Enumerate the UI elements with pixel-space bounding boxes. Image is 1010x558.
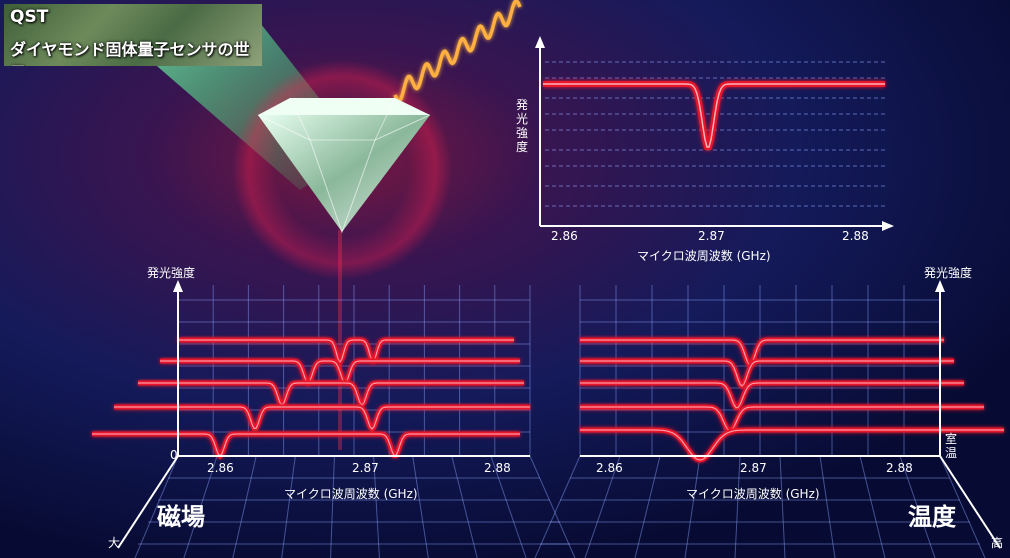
left-chart-tick: 2.87	[352, 461, 379, 475]
right-chart-depth-label: 温度	[908, 503, 956, 531]
left-chart-depth-label: 磁場	[157, 503, 205, 531]
right-chart-tick: 2.87	[740, 461, 767, 475]
left-chart-tick: 2.86	[207, 461, 234, 475]
top-spectrum-chart	[535, 36, 894, 231]
right-chart-depth-start: 室温	[944, 432, 957, 460]
right-chart-tick: 2.86	[596, 461, 623, 475]
left-chart-zero: 0	[170, 448, 178, 462]
left-3d-magnetic-chart	[92, 280, 576, 558]
right-chart-depth-end: 高	[991, 536, 1004, 550]
left-chart-xlabel: マイクロ波周波数 (GHz)	[284, 487, 418, 501]
top-chart-tick: 2.86	[551, 229, 578, 243]
left-chart-ylabel: 発光強度	[147, 266, 196, 280]
right-chart-ylabel: 発光強度	[924, 266, 973, 280]
top-chart-xlabel: マイクロ波周波数 (GHz)	[637, 249, 771, 263]
badge-title: QST	[10, 7, 49, 27]
right-chart-xlabel: マイクロ波周波数 (GHz)	[686, 487, 820, 501]
badge-subtitle: ダイヤモンド固体量子センサの世界	[10, 40, 250, 66]
top-chart-tick: 2.88	[842, 229, 869, 243]
left-chart-depth-end: 大	[108, 536, 121, 550]
left-chart-tick: 2.88	[484, 461, 511, 475]
diamond-illustration	[257, 97, 431, 234]
top-chart-ylabel: 発光強度	[515, 98, 528, 154]
right-chart-tick: 2.88	[886, 461, 913, 475]
qst-title-badge: QST ダイヤモンド固体量子センサの世界	[4, 4, 262, 66]
top-chart-tick: 2.87	[698, 229, 725, 243]
right-3d-temperature-chart	[534, 280, 1004, 558]
